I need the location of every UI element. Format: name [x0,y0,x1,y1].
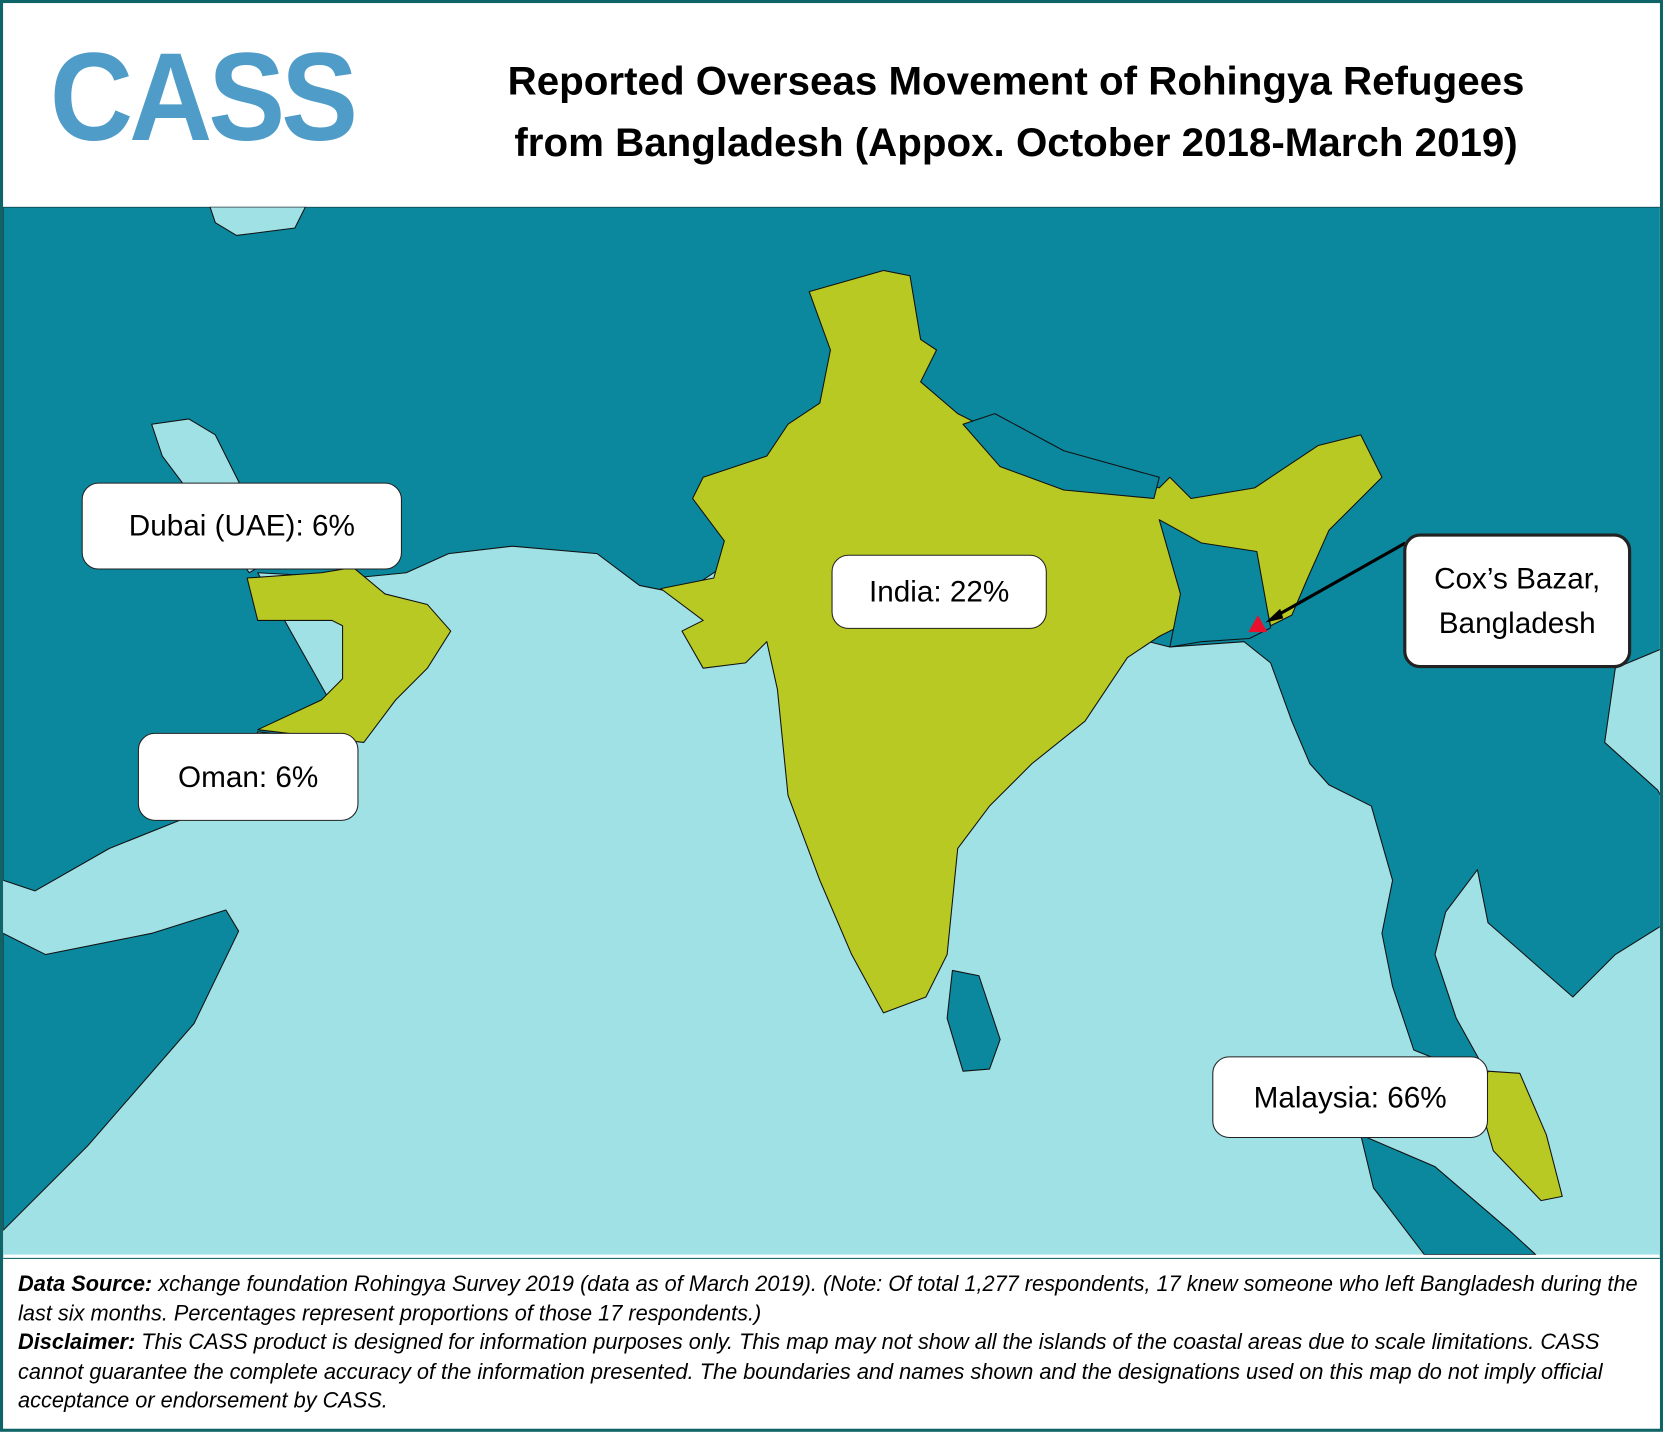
label-oman: Oman: 6% [137,732,359,821]
origin-marker-icon [1248,615,1268,633]
origin-arrow [1272,541,1407,619]
title-line-2: from Bangladesh (Appox. October 2018-Mar… [514,120,1518,166]
label-india: India: 22% [831,554,1047,629]
data-source-note: Data Source: xchange foundation Rohingya… [18,1271,1638,1326]
country-bangladesh [1158,519,1272,648]
page-title: Reported Overseas Movement of Rohingya R… [427,51,1604,174]
label-origin: Cox’s Bazar, Bangladesh [1403,533,1632,669]
land-somalia [3,909,240,1231]
header: CASS Reported Overseas Movement of Rohin… [3,3,1660,207]
disclaimer-note: Disclaimer: This CASS product is designe… [18,1329,1603,1413]
footer-notes: Data Source: xchange foundation Rohingya… [3,1257,1660,1429]
country-oman [246,566,452,743]
map-svg [3,206,1660,1255]
cass-logo: CASS [49,27,358,168]
gulf-top [209,206,306,236]
country-india [660,269,1383,1014]
land-sumatra [1360,1134,1537,1255]
arrow-head [1265,608,1284,623]
map-area: Dubai (UAE): 6% Oman: 6% India: 22% Mala… [3,206,1660,1255]
land-sri-lanka [946,969,1001,1072]
origin-line-1: Cox’s Bazar, [1434,561,1601,595]
origin-line-2: Bangladesh [1438,606,1596,640]
title-line-1: Reported Overseas Movement of Rohingya R… [507,59,1525,104]
label-dubai: Dubai (UAE): 6% [81,482,402,570]
label-malaysia: Malaysia: 66% [1212,1056,1489,1139]
country-nepal [962,413,1160,500]
